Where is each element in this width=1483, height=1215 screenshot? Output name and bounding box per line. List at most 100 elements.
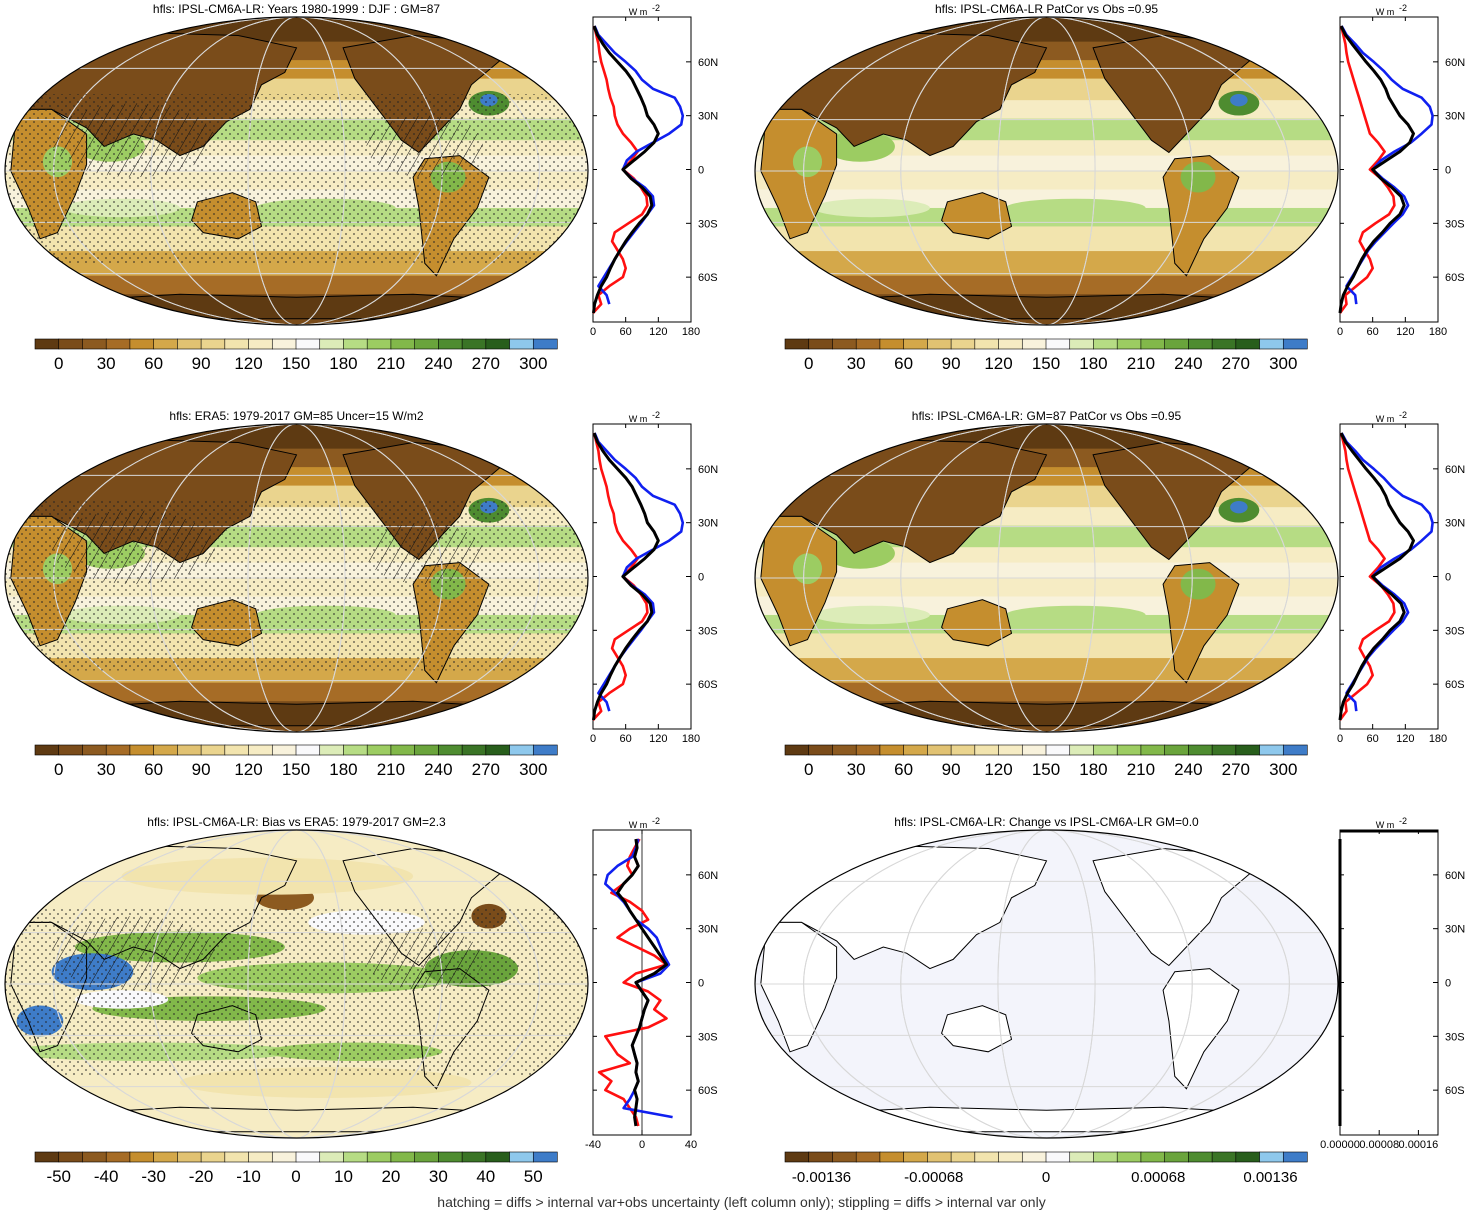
zonal-unit-exponent: -2: [652, 816, 660, 826]
lat-band: [755, 424, 1338, 450]
map-title: hfls: IPSL-CM6A-LR PatCor vs Obs =0.95: [935, 2, 1158, 16]
colorbar-tick-label: 270: [472, 760, 500, 779]
colorbar-tick-label: 90: [192, 354, 211, 373]
zonal-y-tick-label: 30S: [698, 625, 718, 637]
colorbar-swatch: [390, 1151, 416, 1163]
colorbar-swatch: [1211, 338, 1237, 350]
colorbar-swatch: [34, 338, 60, 350]
colorbar-swatch: [1164, 744, 1189, 756]
congo-region: [792, 146, 823, 178]
colorbar: 0 30 60 90 120 150 180 210 240 270 300: [784, 338, 1308, 373]
colorbar-swatch: [1021, 1151, 1047, 1163]
colorbar-swatch: [438, 1151, 463, 1163]
colorbar-swatch: [485, 744, 511, 756]
colorbar-swatch: [509, 338, 534, 350]
colorbar-swatch: [1116, 338, 1142, 350]
zonal-y-tick-label: 60N: [698, 870, 718, 882]
colorbar-tick-label: 60: [144, 760, 163, 779]
colorbar-tick-label: 150: [282, 354, 310, 373]
colorbar-tick-label: 300: [519, 354, 547, 373]
lat-band: [5, 424, 588, 450]
zonal-x-tick-label: 180: [1429, 326, 1447, 338]
zonal-x-tick-label: 0: [639, 1139, 645, 1151]
colorbar-tick-label: 300: [1269, 354, 1297, 373]
land-antarctica: [824, 1106, 1269, 1133]
zonal-x-tick-label: -40: [585, 1139, 601, 1151]
colorbar-tick-label: 120: [984, 354, 1012, 373]
zonal-y-tick-label: 60S: [1445, 679, 1465, 691]
colorbar-swatch: [509, 744, 534, 756]
colorbar: 0 30 60 90 120 150 180 210 240 270 300: [34, 338, 558, 373]
colorbar-tick-label: 240: [1174, 760, 1202, 779]
colorbar-swatch: [1140, 1151, 1166, 1163]
colorbar-swatch: [105, 744, 131, 756]
colorbar-swatch: [82, 744, 107, 756]
zonal-x-tick-label: 0: [1337, 326, 1343, 338]
colorbar-swatch: [366, 338, 392, 350]
zonal-y-tick-label: 30N: [1445, 924, 1465, 936]
colorbar-swatch: [271, 1151, 297, 1163]
amazon-region: [1180, 568, 1216, 600]
map-field: [5, 424, 588, 732]
meridian: [997, 424, 1096, 732]
zonal-unit-exponent: -2: [1399, 816, 1407, 826]
zonal-y-tick-label: 60S: [698, 272, 718, 284]
colorbar-swatch: [808, 1151, 834, 1163]
land-samerica: [1162, 968, 1240, 1090]
colorbar-tick-label: 10: [334, 1167, 353, 1186]
map-title: hfls: ERA5: 1979-2017 GM=85 Uncer=15 W/m…: [169, 409, 423, 423]
colorbar-swatch: [485, 1151, 511, 1163]
colorbar-swatch: [177, 1151, 202, 1163]
zonal-y-tick-label: 30S: [698, 218, 718, 230]
colorbar-tick-label: 150: [1032, 760, 1060, 779]
colorbar-tick-label: 180: [329, 760, 357, 779]
colorbar-swatch: [414, 1151, 439, 1163]
colorbar-swatch: [414, 744, 439, 756]
colorbar: -50 -40 -30 -20 -10 0 10 20 30 40 50: [34, 1151, 558, 1186]
colorbar-tick-label: 30: [97, 760, 116, 779]
zonal-unit: W m: [629, 820, 648, 830]
colorbar-tick-label: 180: [329, 354, 357, 373]
zonal-panel-5: W m -2 60N 30N 0 30S 60S 0.00000 0.00008 0.00016: [1320, 816, 1465, 1151]
colorbar-swatch: [177, 744, 202, 756]
colorbar-swatch: [1282, 744, 1308, 756]
colorbar-swatch: [366, 1151, 392, 1163]
land-africa: [760, 921, 838, 1053]
colorbar-swatch: [366, 744, 392, 756]
lat-band: [5, 448, 588, 468]
map-border: [754, 423, 1339, 733]
colorbar-swatch: [271, 744, 297, 756]
colorbar: 0 30 60 90 120 150 180 210 240 270 300: [784, 744, 1308, 779]
zonal-y-tick-label: 30N: [698, 924, 718, 936]
amazon-region: [1180, 161, 1216, 193]
colorbar-swatch: [879, 744, 905, 756]
colorbar-tick-label: 60: [894, 760, 913, 779]
map-border: [4, 829, 589, 1139]
map-panel-model-clim: hfls: IPSL-CM6A-LR: Years 1980-1999 : DJ…: [4, 2, 589, 373]
zonal-y-tick-label: 0: [1445, 978, 1451, 990]
zonal-y-tick-label: 30S: [1445, 625, 1465, 637]
zonal-x-tick-label: 180: [682, 733, 700, 745]
land-greenland: [505, 432, 566, 471]
colorbar-swatch: [82, 338, 107, 350]
zonal-x-tick-label: 0: [590, 326, 596, 338]
meridian: [803, 424, 1290, 732]
map-panel-model-patcor: hfls: IPSL-CM6A-LR: GM=87 PatCor vs Obs …: [754, 409, 1339, 779]
zonal-y-tick-label: 60N: [1445, 57, 1465, 69]
south-indian-region: [813, 605, 930, 625]
zonal-y-tick-label: 60N: [698, 57, 718, 69]
colorbar-swatch: [295, 1151, 321, 1163]
zonal-x-tick-label: 120: [649, 733, 667, 745]
colorbar-tick-label: 40: [476, 1167, 495, 1186]
colorbar-swatch: [998, 1151, 1023, 1163]
zonal-line-model: [1338, 432, 1415, 721]
zonal-unit: W m: [629, 7, 648, 17]
colorbar-tick-label: 210: [1127, 354, 1155, 373]
meridian: [900, 17, 1193, 325]
indian-ocean-region: [824, 537, 895, 569]
map-field: [5, 830, 588, 1138]
lat-band: [5, 275, 588, 295]
lat-band: [755, 547, 1338, 564]
land-antarctica: [824, 293, 1269, 320]
colorbar-swatch: [34, 744, 60, 756]
